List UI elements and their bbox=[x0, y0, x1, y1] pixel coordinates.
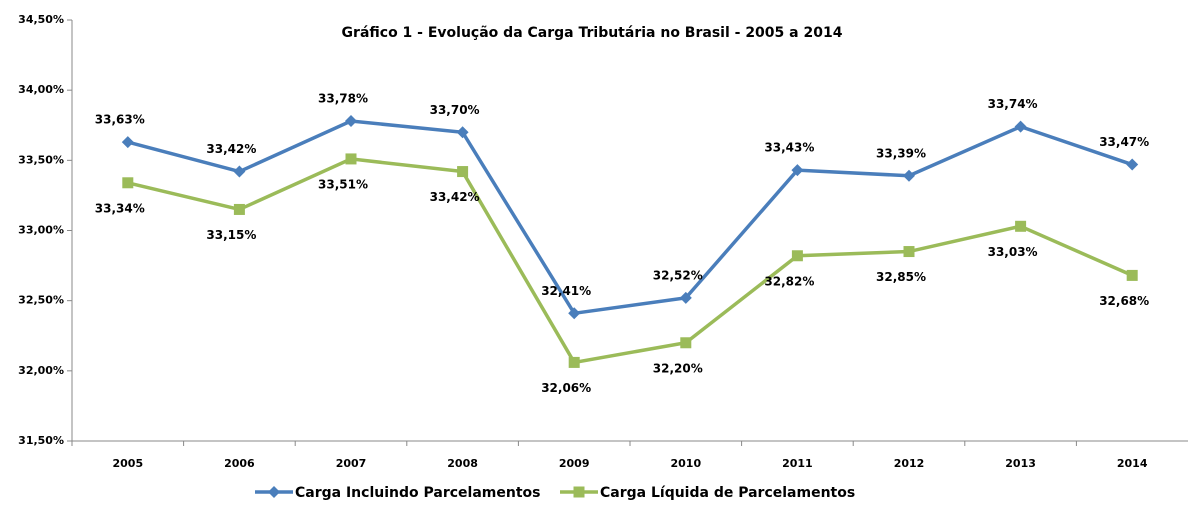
y-tick-label: 32,50% bbox=[18, 294, 64, 307]
data-label: 33,34% bbox=[95, 201, 145, 215]
data-point bbox=[1015, 220, 1027, 232]
data-point bbox=[568, 307, 581, 320]
data-point bbox=[568, 356, 580, 368]
x-tick-label: 2012 bbox=[894, 457, 925, 470]
data-label: 33,43% bbox=[764, 141, 814, 155]
legend-marker bbox=[268, 486, 280, 498]
legend-marker bbox=[573, 486, 585, 498]
data-point bbox=[345, 115, 357, 128]
x-tick-label: 2007 bbox=[336, 457, 367, 470]
data-point bbox=[791, 164, 804, 177]
x-tick-label: 2009 bbox=[559, 457, 590, 470]
data-label: 32,82% bbox=[764, 274, 814, 288]
data-point bbox=[345, 153, 357, 165]
y-tick-label: 34,50% bbox=[18, 13, 64, 26]
data-label: 33,47% bbox=[1099, 135, 1149, 149]
data-label: 32,06% bbox=[541, 381, 591, 395]
x-tick-label: 2006 bbox=[224, 457, 255, 470]
data-point bbox=[233, 203, 245, 215]
chart-title: Gráfico 1 - Evolução da Carga Tributária… bbox=[342, 25, 843, 41]
data-point bbox=[1126, 158, 1139, 171]
series-line bbox=[127, 157, 1133, 365]
data-label: 33,39% bbox=[876, 146, 926, 160]
data-point bbox=[903, 246, 915, 258]
data-point bbox=[121, 136, 134, 149]
data-point bbox=[122, 177, 134, 189]
data-label: 32,52% bbox=[653, 268, 703, 282]
y-tick-label: 33,50% bbox=[18, 153, 64, 166]
data-point bbox=[680, 337, 692, 349]
data-label: 33,74% bbox=[988, 97, 1038, 111]
y-tick-label: 32,00% bbox=[18, 364, 64, 377]
data-point bbox=[456, 126, 469, 139]
x-tick-label: 2010 bbox=[670, 457, 701, 470]
data-label: 32,85% bbox=[876, 270, 926, 284]
legend-label: Carga Incluindo Parcelamentos bbox=[295, 485, 540, 501]
data-point bbox=[1126, 269, 1138, 281]
data-label: 33,42% bbox=[206, 142, 256, 156]
data-label: 33,03% bbox=[988, 245, 1038, 259]
x-tick-label: 2008 bbox=[447, 457, 478, 470]
data-label: 33,78% bbox=[318, 92, 368, 106]
data-label: 33,63% bbox=[95, 113, 145, 127]
x-tick-label: 2005 bbox=[112, 457, 143, 470]
data-label: 33,42% bbox=[430, 190, 480, 204]
y-tick-label: 34,00% bbox=[18, 83, 64, 96]
y-tick-label: 33,00% bbox=[18, 224, 64, 237]
x-tick-label: 2011 bbox=[782, 457, 813, 470]
data-point bbox=[791, 250, 803, 262]
data-label: 33,15% bbox=[206, 228, 256, 242]
data-label: 32,41% bbox=[541, 284, 591, 298]
data-label: 33,70% bbox=[430, 103, 480, 117]
data-point bbox=[903, 169, 915, 182]
series-line bbox=[127, 119, 1133, 316]
x-tick-label: 2014 bbox=[1117, 457, 1148, 470]
data-label: 32,68% bbox=[1099, 294, 1149, 308]
data-point bbox=[679, 291, 692, 304]
data-label: 33,51% bbox=[318, 177, 368, 191]
y-tick-label: 31,50% bbox=[18, 434, 64, 447]
data-point bbox=[457, 166, 469, 178]
data-point bbox=[233, 165, 246, 178]
data-point bbox=[1014, 120, 1027, 133]
x-tick-label: 2013 bbox=[1005, 457, 1036, 470]
legend-label: Carga Líquida de Parcelamentos bbox=[600, 485, 855, 501]
data-label: 32,20% bbox=[653, 361, 703, 375]
